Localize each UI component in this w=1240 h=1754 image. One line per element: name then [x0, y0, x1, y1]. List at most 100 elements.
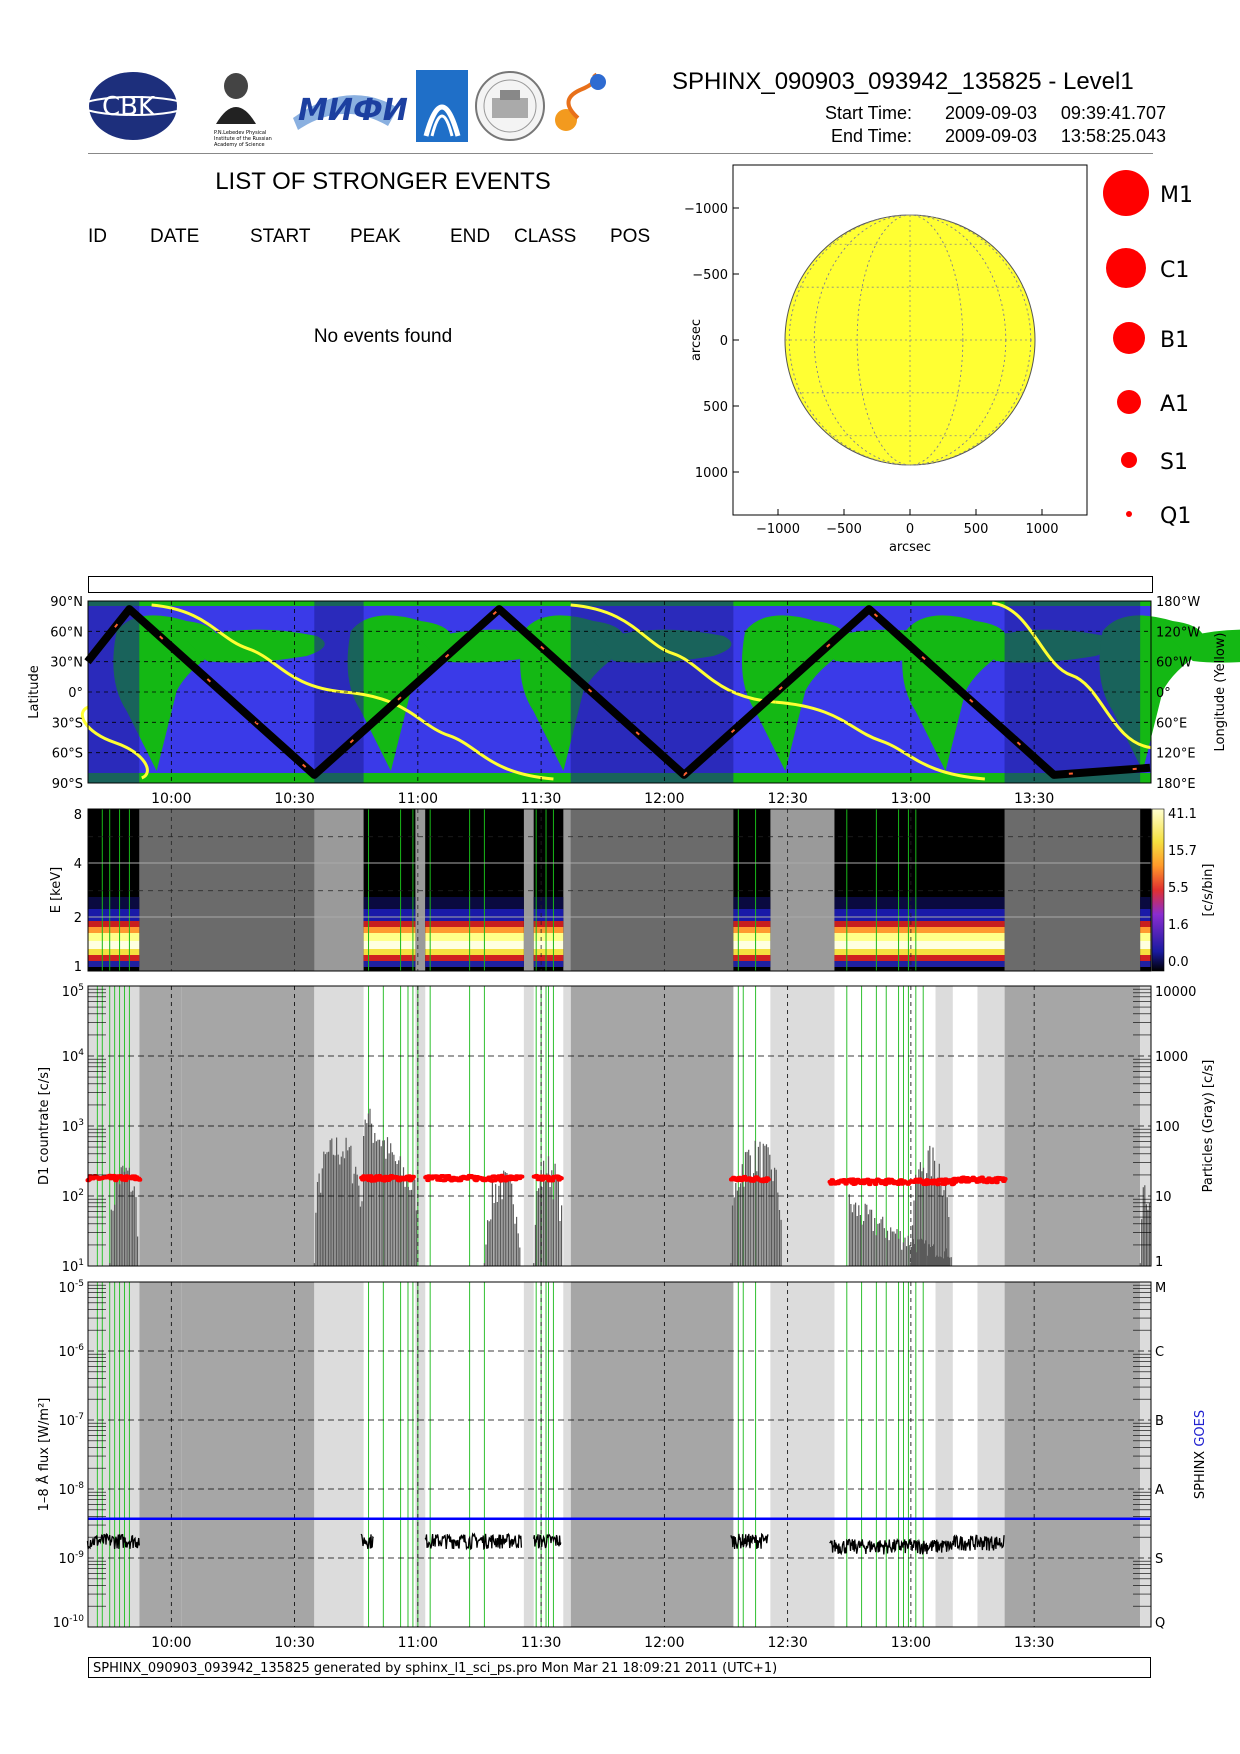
flux-ylabel: 1–8 Å flux [W/m²] — [36, 1398, 52, 1512]
no-events-message: No events found — [313, 326, 453, 347]
sphinx-flux-series — [86, 1533, 140, 1550]
size-legend-dot — [1103, 170, 1149, 216]
size-legend: M1 C1 B1 A1 S1 Q1 — [1103, 170, 1193, 529]
spectro-band — [425, 955, 524, 961]
spectro-band — [834, 897, 1005, 909]
col-pos: POS — [610, 226, 651, 247]
size-legend-label: S1 — [1160, 450, 1188, 475]
sun-longitude-line — [813, 214, 1007, 466]
ifa-logo-icon — [416, 70, 468, 142]
orbit-lat-tick: 90°S — [52, 777, 83, 792]
sun-ylabel: arcsec — [689, 319, 704, 361]
size-legend-dot — [1121, 452, 1137, 468]
particles-ylabel: Particles (Gray) [c/s] — [1201, 1060, 1216, 1193]
colorbar-tick: 41.1 — [1168, 807, 1197, 822]
particle-burst — [313, 1137, 363, 1266]
spectro-band — [88, 897, 140, 909]
particle-burst — [533, 1156, 563, 1266]
orbit-track-hot — [86, 607, 1151, 777]
spectro-band — [733, 927, 771, 933]
spectro-band — [834, 921, 1005, 927]
col-id: ID — [88, 226, 107, 247]
spectro-band — [733, 961, 771, 967]
col-date: DATE — [150, 226, 200, 247]
sun-logo-icon — [555, 72, 606, 131]
spectro-band — [1140, 961, 1151, 967]
size-legend-label: C1 — [1160, 258, 1189, 283]
size-legend-dot — [1117, 390, 1141, 414]
time-tick-label: 12:30 — [767, 791, 807, 807]
particles-ytick: 100 — [1155, 1120, 1180, 1135]
flux-ytick: 10-9 — [58, 1550, 84, 1567]
spectro-band — [733, 933, 771, 941]
time-tick-label: 10:30 — [274, 791, 314, 807]
spectro-band — [733, 921, 771, 927]
flux-frame — [87, 1281, 1152, 1628]
sun-longitude-line — [788, 214, 1032, 466]
particle-burst — [1139, 1185, 1151, 1266]
col-start: START — [250, 226, 311, 247]
spectro-band — [88, 961, 140, 967]
time-tick-label: 13:30 — [1014, 1635, 1054, 1651]
status-strip — [88, 576, 1153, 593]
particle-burst — [910, 1145, 950, 1266]
spectro-band — [88, 949, 140, 955]
svg-text:Academy of Science: Academy of Science — [214, 142, 265, 148]
spectro-band — [1140, 927, 1151, 933]
d1-countrate-series — [728, 1174, 771, 1184]
countrate-frame — [87, 985, 1152, 1267]
particles-ytick: 10000 — [1155, 985, 1196, 1000]
spectro-gap — [523, 809, 534, 971]
d1-countrate-series — [423, 1173, 525, 1183]
spectro-band — [834, 949, 1005, 955]
spectro-band — [533, 909, 564, 921]
saa-shade — [1004, 1282, 1141, 1627]
spectro-ytick: 1 — [74, 960, 82, 975]
orbit-lat-tick: 60°N — [50, 625, 83, 640]
longitude-curve — [151, 603, 345, 694]
belt-shade — [523, 1282, 534, 1627]
d1-countrate-series — [359, 1174, 416, 1183]
spectro-band — [363, 921, 416, 927]
time-tick-label: 11:30 — [521, 791, 561, 807]
longitude-curve — [775, 700, 985, 781]
cbk-logo-icon: CBK — [88, 72, 187, 140]
flux-ytick: 10-6 — [58, 1343, 84, 1360]
particles-ytick: 10 — [1155, 1190, 1172, 1205]
flux-ytick: 10-7 — [58, 1412, 84, 1429]
goes-class-tick: M — [1155, 1281, 1166, 1296]
belt-shade — [563, 986, 571, 1266]
spectro-band — [834, 933, 1005, 941]
sphinx-flux-series — [730, 1532, 769, 1550]
spectro-band — [834, 941, 1005, 949]
spectro-band — [533, 897, 564, 909]
time-tick-label: 10:00 — [151, 1635, 191, 1651]
orbit-panel: 90°N 60°N 30°N 0° 30°S 60°S 90°S 180°W 120°W 60°W… — [27, 596, 1240, 807]
countrate-ytick: 105 — [62, 983, 84, 1000]
size-legend-label: B1 — [1160, 328, 1189, 353]
particle-burst — [363, 1108, 417, 1266]
spectro-band — [733, 941, 771, 949]
orbit-lat-tick: 90°N — [50, 596, 83, 610]
particle-burst — [109, 1165, 139, 1266]
col-peak: PEAK — [350, 226, 401, 247]
spectro-band — [88, 941, 140, 949]
spectro-band — [1140, 921, 1151, 927]
belt-shade — [935, 1282, 953, 1627]
flux-panel: 10-5 10-6 10-7 10-8 10-9 10-10 M C B A S Q 1–8 Å flu… — [36, 1279, 1208, 1651]
colorbar-tick: 5.5 — [1168, 881, 1189, 896]
spectro-gap — [563, 809, 571, 971]
saa-shade — [139, 1282, 182, 1627]
colorbar-label: [c/s/bin] — [1201, 864, 1216, 917]
spectro-gap — [314, 809, 364, 971]
spectro-band — [363, 927, 416, 933]
saa-shade — [181, 1282, 315, 1627]
svg-text:Institute of the Russian: Institute of the Russian — [214, 136, 272, 142]
spectro-band — [1140, 897, 1151, 909]
countrate-ytick: 104 — [62, 1048, 85, 1065]
spectro-band — [834, 927, 1005, 933]
sun-ytick-label: −1000 — [684, 202, 728, 217]
orbit-ylabel-right: Longitude (Yellow) — [1213, 633, 1228, 752]
spectro-band — [834, 909, 1005, 921]
orbit-lat-tick: 30°S — [52, 716, 83, 731]
